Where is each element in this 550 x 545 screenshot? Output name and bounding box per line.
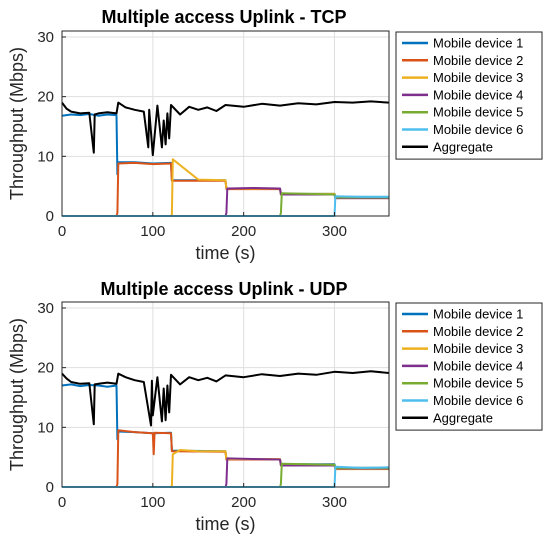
axes-box <box>61 30 390 217</box>
legend-entry: Mobile device 6 <box>433 393 523 408</box>
x-tick-label: 300 <box>322 494 347 511</box>
legend-entry: Mobile device 4 <box>433 87 523 102</box>
x-tick-label: 100 <box>140 223 165 240</box>
legend-entry: Mobile device 3 <box>433 341 523 356</box>
chart-title: Multiple access Uplink - TCP <box>101 7 346 27</box>
x-tick-label: 200 <box>231 223 256 240</box>
x-axis-label: time (s) <box>196 243 256 263</box>
ticks: 0 100 200 300 0 10 20 30 <box>37 300 347 511</box>
legend-entry: Mobile device 6 <box>433 122 523 137</box>
ticks: 0 100 200 300 0 10 20 30 <box>37 29 347 240</box>
y-tick-label: 20 <box>37 89 54 106</box>
y-tick-label: 10 <box>37 148 54 165</box>
axes-box <box>61 301 390 488</box>
series-line-aggregate <box>61 370 390 427</box>
x-tick-label: 0 <box>58 223 66 240</box>
chart-title: Multiple access Uplink - UDP <box>100 279 347 299</box>
series-line-aggregate <box>61 100 390 157</box>
legend-entry: Mobile device 5 <box>433 376 523 391</box>
legend: Mobile device 1 Mobile device 2 Mobile dev… <box>395 302 543 431</box>
y-tick-label: 30 <box>37 29 54 46</box>
x-tick-label: 300 <box>322 223 347 240</box>
series-lines <box>61 100 390 217</box>
x-tick-label: 200 <box>231 494 256 511</box>
series-line-mobile-device-4 <box>62 457 389 488</box>
chart-udp: Multiple access Uplink - UDP 0 100 200 3000… <box>7 279 543 534</box>
legend-entry: Mobile device 1 <box>433 36 523 51</box>
y-axis-label: Throughput (Mbps) <box>7 47 27 200</box>
y-tick-label: 0 <box>46 479 54 496</box>
x-tick-label: 0 <box>58 494 66 511</box>
series-line-mobile-device-4 <box>62 187 389 217</box>
series-line-mobile-device-3 <box>62 158 389 217</box>
chart-tcp: Multiple access Uplink - TCP 0 100 200 3000… <box>7 7 543 263</box>
legend-entry: Mobile device 2 <box>433 324 523 339</box>
y-tick-label: 20 <box>37 360 54 377</box>
y-axis-label: Throughput (Mbps) <box>7 318 27 471</box>
x-tick-label: 100 <box>140 494 165 511</box>
series-lines <box>61 370 390 488</box>
legend-entry: Mobile device 4 <box>433 358 523 373</box>
legend-entry: Mobile device 5 <box>433 105 523 120</box>
legend-entry: Aggregate <box>433 139 493 154</box>
legend-entry: Mobile device 2 <box>433 53 523 68</box>
legend-entry: Aggregate <box>433 410 493 425</box>
y-tick-label: 10 <box>37 419 54 436</box>
series-line-mobile-device-2 <box>62 161 389 217</box>
x-axis-label: time (s) <box>196 514 256 534</box>
legend-entry: Mobile device 3 <box>433 70 523 85</box>
legend: Mobile device 1 Mobile device 2 Mobile dev… <box>395 31 543 160</box>
y-tick-label: 30 <box>37 300 54 317</box>
legend-entry: Mobile device 1 <box>433 307 523 322</box>
y-tick-label: 0 <box>46 208 54 225</box>
